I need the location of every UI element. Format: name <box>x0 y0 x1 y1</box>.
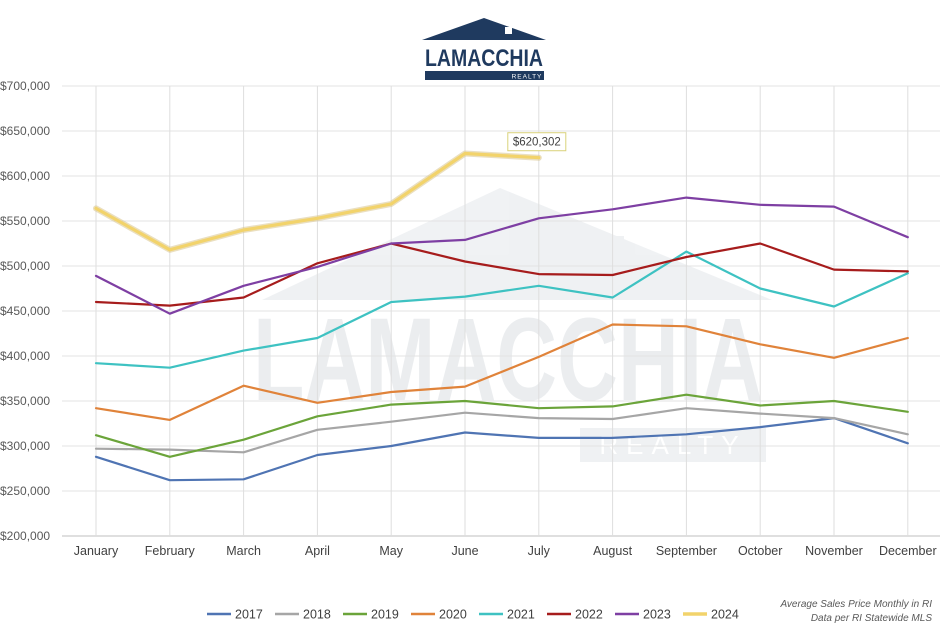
chart-series <box>93 150 909 482</box>
callout-label: $620,302 <box>513 137 561 149</box>
series-line <box>94 417 909 482</box>
x-tick-label: March <box>226 544 261 558</box>
legend-label: 2022 <box>575 608 603 622</box>
logo-sub: REALTY <box>512 74 543 81</box>
x-axis-ticks: January February March April May June July Augu… <box>74 544 937 558</box>
x-tick-label: February <box>145 544 196 558</box>
y-tick-label: $450,000 <box>0 304 50 318</box>
x-tick-label: August <box>593 544 632 558</box>
series-line <box>94 196 909 315</box>
watermark-name: LAMACCHIA <box>253 294 763 426</box>
series-line <box>94 323 909 421</box>
x-tick-label: May <box>379 544 403 558</box>
x-tick-label: November <box>805 544 863 558</box>
y-tick-label: $650,000 <box>0 124 50 138</box>
x-tick-label: July <box>528 544 551 558</box>
lamacchia-logo: LAMACCHIA REALTY <box>422 18 546 81</box>
y-tick-label: $550,000 <box>0 214 50 228</box>
legend-label: 2017 <box>235 608 263 622</box>
logo-window-shape <box>505 27 512 34</box>
y-tick-label: $350,000 <box>0 394 50 408</box>
y-tick-label: $250,000 <box>0 484 50 498</box>
watermark-roof-shape <box>262 188 772 300</box>
logo-name: LAMACCHIA <box>425 45 543 72</box>
y-tick-label: $700,000 <box>0 79 50 93</box>
series-2017 <box>94 417 909 482</box>
series-2021 <box>94 250 909 369</box>
value-callout: $620,302 <box>507 132 567 152</box>
series-line <box>94 242 909 307</box>
callout-box <box>507 132 567 152</box>
x-tick-label: January <box>74 544 119 558</box>
watermark-sub-bar <box>580 428 766 462</box>
legend-label: 2018 <box>303 608 331 622</box>
y-tick-label: $200,000 <box>0 529 50 543</box>
x-tick-label: September <box>656 544 717 558</box>
series-2022 <box>94 242 909 307</box>
y-tick-label: $300,000 <box>0 439 50 453</box>
y-tick-label: $600,000 <box>0 169 50 183</box>
x-tick-label: April <box>305 544 330 558</box>
series-line <box>94 407 909 454</box>
series-2024 <box>93 150 542 253</box>
footnote-line-1: Average Sales Price Monthly in RI <box>779 599 932 610</box>
y-tick-label: $400,000 <box>0 349 50 363</box>
series-line <box>94 393 909 458</box>
x-tick-label: October <box>738 544 782 558</box>
legend-label: 2024 <box>711 608 739 622</box>
series-2018 <box>94 407 909 454</box>
series-line <box>94 250 909 369</box>
series-2019 <box>94 393 909 458</box>
legend-label: 2020 <box>439 608 467 622</box>
y-tick-label: $500,000 <box>0 259 50 273</box>
legend-label: 2019 <box>371 608 399 622</box>
logo-roof-shape <box>422 18 546 40</box>
series-2023 <box>94 196 909 315</box>
legend-label: 2021 <box>507 608 535 622</box>
series-line <box>94 151 541 252</box>
x-tick-label: December <box>879 544 937 558</box>
chart-legend: 2017 2018 2019 2020 2021 2022 2023 2024 <box>207 608 739 622</box>
footnote-line-2: Data per RI Statewide MLS <box>811 613 932 624</box>
series-2020 <box>94 323 909 421</box>
watermark-logo: LAMACCHIA REALTY <box>253 188 772 462</box>
x-tick-label: June <box>451 544 478 558</box>
y-axis-ticks: $200,000 $250,000 $300,000 $350,000 $400,000… <box>0 79 50 543</box>
logo-sub-bar <box>425 71 544 80</box>
watermark-window-shape <box>598 236 624 262</box>
legend-label: 2023 <box>643 608 671 622</box>
